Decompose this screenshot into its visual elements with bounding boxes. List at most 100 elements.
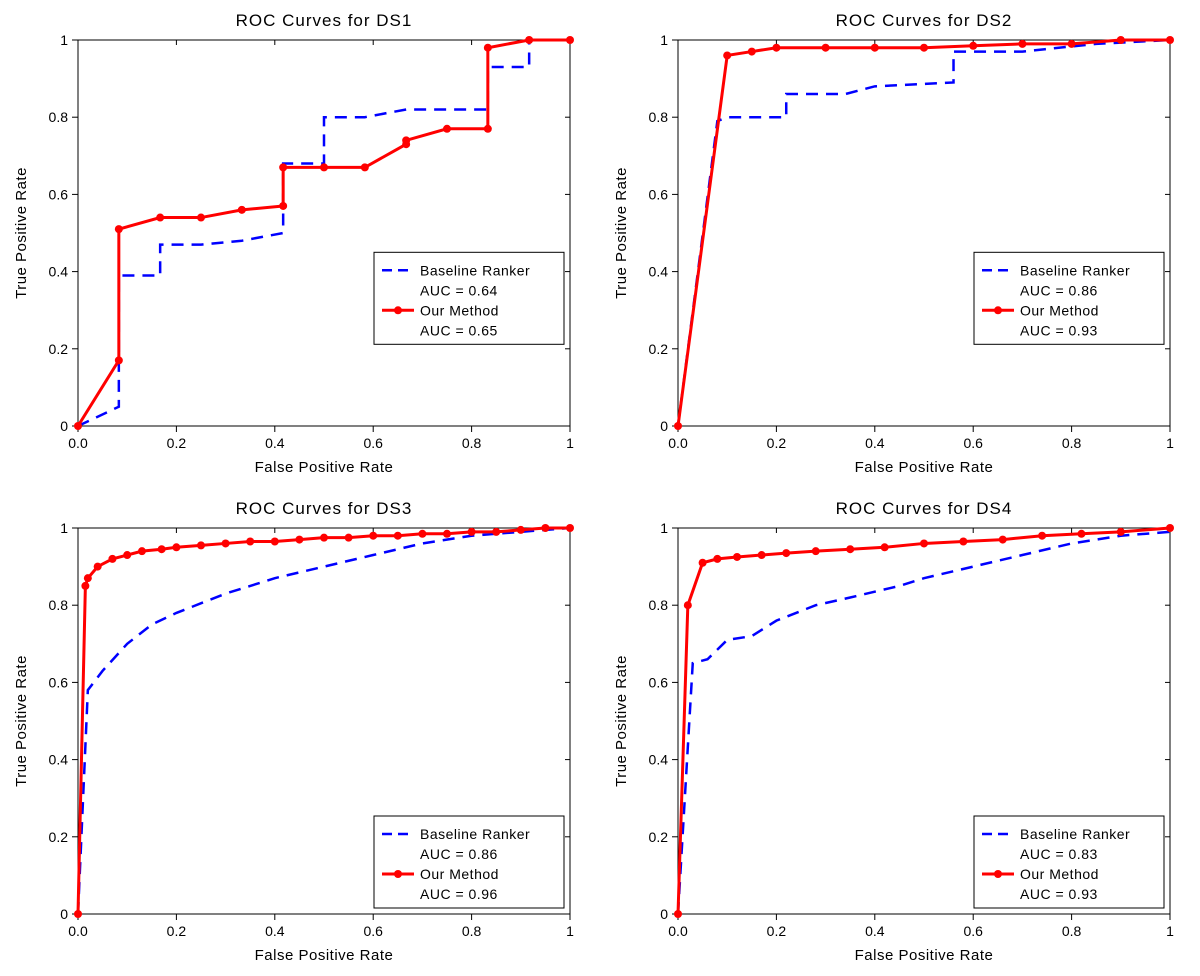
series-line-1 [678, 40, 1170, 426]
series-marker [156, 214, 164, 222]
series-marker [566, 524, 574, 532]
ytick-label: 1 [660, 520, 668, 536]
legend-label: Baseline Ranker [420, 262, 530, 278]
ytick-label: 0 [60, 418, 68, 434]
series-marker [674, 910, 682, 918]
legend-label: Baseline Ranker [1020, 262, 1130, 278]
xtick-label: 0.4 [265, 923, 285, 939]
x-axis-label: False Positive Rate [855, 947, 994, 964]
panel-ds2: 0.000.20.20.40.40.60.60.80.811ROC Curves… [600, 0, 1200, 488]
series-marker [279, 202, 287, 210]
chart-grid: 0.000.20.20.40.40.60.60.80.811ROC Curves… [0, 0, 1200, 976]
xtick-label: 0.4 [865, 923, 885, 939]
series-marker [699, 559, 707, 567]
legend-label: Our Method [1020, 302, 1099, 318]
series-marker [1018, 40, 1026, 48]
series-marker [772, 44, 780, 52]
series-marker [920, 44, 928, 52]
series-marker [525, 36, 533, 44]
series-marker [1117, 36, 1125, 44]
ytick-label: 0.6 [649, 674, 669, 690]
series-marker [492, 528, 500, 536]
chart-title: ROC Curves for DS3 [236, 499, 413, 518]
y-axis-label: True Positive Rate [13, 167, 30, 299]
series-marker [484, 125, 492, 133]
series-marker [94, 563, 102, 571]
svg-ds2: 0.000.20.20.40.40.60.60.80.811ROC Curves… [600, 0, 1200, 488]
series-marker [172, 543, 180, 551]
chart-title: ROC Curves for DS1 [236, 11, 413, 30]
series-marker [920, 539, 928, 547]
series-marker [123, 551, 131, 559]
series-marker [271, 538, 279, 546]
series-marker [81, 582, 89, 590]
series-marker [846, 545, 854, 553]
series-marker [197, 214, 205, 222]
series-marker [246, 538, 254, 546]
xtick-label: 0.2 [767, 923, 787, 939]
legend-marker [994, 306, 1002, 314]
series-marker [999, 536, 1007, 544]
xtick-label: 0.0 [668, 923, 688, 939]
legend-label: AUC = 0.65 [420, 322, 498, 338]
series-marker [1038, 532, 1046, 540]
ytick-label: 0.2 [649, 829, 669, 845]
series-marker [418, 530, 426, 538]
series-marker [733, 553, 741, 561]
xtick-label: 1 [1166, 435, 1174, 451]
legend-label: Baseline Ranker [420, 826, 530, 842]
legend-label: AUC = 0.64 [420, 282, 498, 298]
panel-ds3: 0.000.20.20.40.40.60.60.80.811ROC Curves… [0, 488, 600, 976]
series-marker [1068, 40, 1076, 48]
series-marker [394, 532, 402, 540]
series-marker [138, 547, 146, 555]
svg-ds1: 0.000.20.20.40.40.60.60.80.811ROC Curves… [0, 0, 600, 488]
ytick-label: 0.2 [649, 341, 669, 357]
series-marker [115, 225, 123, 233]
y-axis-label: True Positive Rate [613, 167, 630, 299]
svg-ds4: 0.000.20.20.40.40.60.60.80.811ROC Curves… [600, 488, 1200, 976]
ytick-label: 0.8 [649, 597, 669, 613]
xtick-label: 0.6 [363, 435, 383, 451]
legend-label: Our Method [420, 866, 499, 882]
series-marker [279, 163, 287, 171]
ytick-label: 0 [660, 418, 668, 434]
series-marker [443, 530, 451, 538]
xtick-label: 0.0 [68, 435, 88, 451]
legend-marker [394, 870, 402, 878]
series-marker [402, 136, 410, 144]
series-line-1 [78, 40, 570, 426]
series-marker [822, 44, 830, 52]
series-marker [1166, 36, 1174, 44]
xtick-label: 0.6 [963, 923, 983, 939]
series-marker [566, 36, 574, 44]
series-marker [74, 910, 82, 918]
series-marker [74, 422, 82, 430]
series-marker [222, 539, 230, 547]
legend-marker [994, 870, 1002, 878]
xtick-label: 0.6 [963, 435, 983, 451]
series-marker [871, 44, 879, 52]
series-marker [484, 44, 492, 52]
series-marker [320, 163, 328, 171]
series-marker [748, 48, 756, 56]
ytick-label: 0.4 [49, 264, 69, 280]
x-axis-label: False Positive Rate [255, 459, 394, 476]
ytick-label: 0.2 [49, 829, 69, 845]
xtick-label: 0.0 [68, 923, 88, 939]
xtick-label: 1 [566, 435, 574, 451]
chart-title: ROC Curves for DS4 [836, 499, 1013, 518]
series-marker [108, 555, 116, 563]
series-marker [115, 356, 123, 364]
series-marker [443, 125, 451, 133]
series-marker [1117, 528, 1125, 536]
series-marker [158, 545, 166, 553]
series-marker [881, 543, 889, 551]
ytick-label: 0.6 [649, 186, 669, 202]
series-marker [541, 524, 549, 532]
series-marker [959, 538, 967, 546]
series-marker [723, 51, 731, 59]
series-marker [345, 534, 353, 542]
plot-box [678, 40, 1170, 426]
xtick-label: 0.2 [167, 923, 187, 939]
